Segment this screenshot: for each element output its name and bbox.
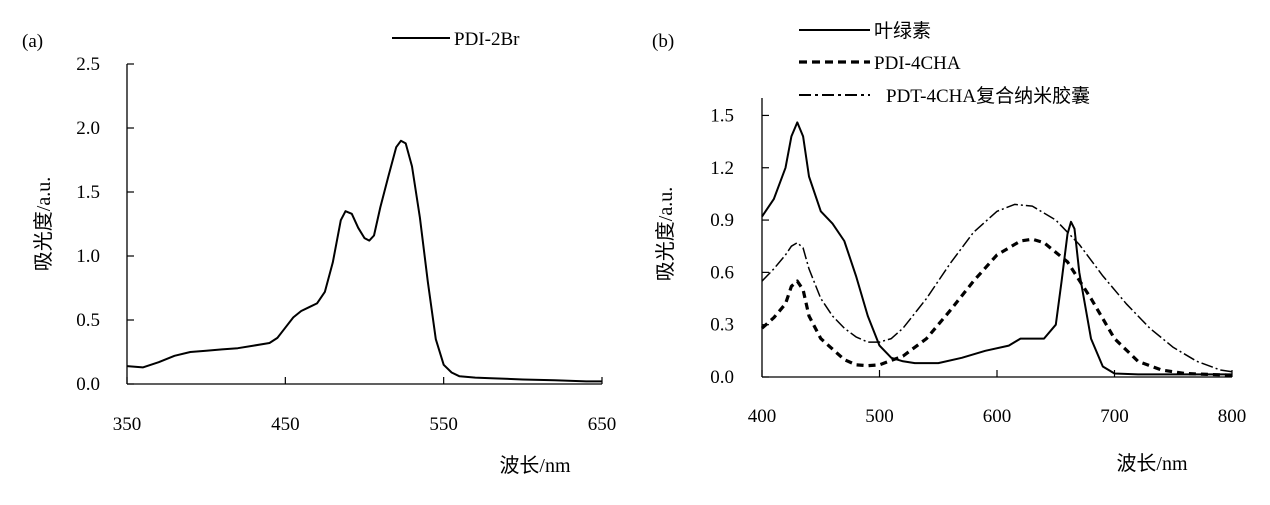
series-line-b-2 bbox=[760, 237, 1233, 377]
x-tick-label: 500 bbox=[865, 406, 894, 427]
y-tick-label: 0.0 bbox=[76, 374, 100, 395]
x-tick-label: 650 bbox=[588, 414, 617, 435]
series-line-b-3 bbox=[761, 203, 1233, 373]
legend-label: 叶绿素 bbox=[874, 20, 931, 42]
x-tick-label: 450 bbox=[271, 414, 300, 435]
y-axis-title: 吸光度/a.u. bbox=[654, 187, 677, 281]
y-tick-label: 1.5 bbox=[710, 105, 734, 126]
y-tick-label: 1.2 bbox=[710, 158, 734, 179]
y-axis-title: 吸光度/a.u. bbox=[32, 177, 55, 271]
y-tick-label: 0.5 bbox=[76, 310, 100, 331]
y-tick-label: 0.9 bbox=[710, 210, 734, 231]
x-tick-label: 800 bbox=[1218, 406, 1247, 427]
x-axis-title: 波长/nm bbox=[499, 454, 571, 477]
x-tick-label: 400 bbox=[748, 406, 777, 427]
x-tick-label: 550 bbox=[429, 414, 458, 435]
legend-label: PDT-4CHA复合纳米胶囊 bbox=[886, 85, 1090, 107]
x-tick-label: 600 bbox=[983, 406, 1012, 427]
series-line-b-1 bbox=[761, 121, 1232, 376]
chart-panel-b: (b) 0.0 0.3 0.6 0.9 1.2 1.5 400 500 600 700 800 波长/n… bbox=[652, 20, 1246, 475]
panel-label-b: (b) bbox=[652, 31, 674, 52]
y-tick-label: 2.5 bbox=[76, 54, 100, 75]
y-tick-label: 0.0 bbox=[710, 367, 734, 388]
x-tick-label: 700 bbox=[1100, 406, 1129, 427]
y-tick-label: 0.3 bbox=[710, 315, 734, 336]
x-tick-label: 350 bbox=[113, 414, 142, 435]
y-tick-label: 2.0 bbox=[76, 118, 100, 139]
y-tick-label: 0.6 bbox=[710, 262, 734, 283]
series-line-a-1 bbox=[126, 139, 602, 383]
chart-panel-a: (a) 0.0 0.5 1.0 1.5 2.0 2.5 350 450 550 650 波长/nm 吸光… bbox=[22, 29, 616, 477]
legend-label: PDI-4CHA bbox=[874, 53, 961, 74]
y-tick-label: 1.0 bbox=[76, 246, 100, 267]
x-axis-title: 波长/nm bbox=[1116, 452, 1188, 475]
y-tick-label: 1.5 bbox=[76, 182, 100, 203]
legend-label: PDI-2Br bbox=[454, 29, 520, 50]
panel-label-a: (a) bbox=[22, 31, 43, 52]
